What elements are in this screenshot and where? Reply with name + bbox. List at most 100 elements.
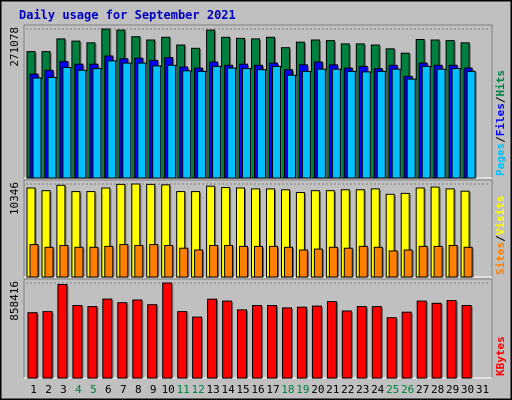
- bar-kbytes-day-4: [72, 305, 83, 379]
- bar-pages-day-1: [32, 77, 42, 179]
- bar-kbytes-day-29: [446, 300, 457, 379]
- day-label-16: 16: [251, 383, 264, 396]
- bar-pages-day-19: [301, 70, 311, 179]
- day-label-27: 27: [416, 383, 429, 396]
- day-label-3: 3: [60, 383, 67, 396]
- bar-sites-day-13: [209, 245, 219, 278]
- bar-pages-day-24: [376, 70, 386, 179]
- bar-sites-day-20: [313, 248, 323, 278]
- bar-sites-day-27: [418, 245, 428, 278]
- bar-sites-day-19: [298, 249, 308, 278]
- max-label-hits-files-pages: 271078: [8, 27, 21, 67]
- bar-kbytes-day-17: [267, 305, 277, 379]
- bar-kbytes-day-10: [162, 282, 173, 379]
- bar-pages-day-4: [77, 69, 87, 179]
- day-label-5: 5: [90, 383, 97, 396]
- day-label-1: 1: [30, 383, 37, 396]
- day-label-25: 25: [386, 383, 399, 396]
- bar-pages-day-5: [92, 68, 102, 179]
- bar-sites-day-5: [89, 246, 99, 278]
- side-label-visits: Visits: [494, 196, 507, 236]
- day-label-6: 6: [105, 383, 112, 396]
- bar-pages-day-9: [152, 65, 162, 179]
- day-label-11: 11: [177, 383, 190, 396]
- day-label-18: 18: [281, 383, 294, 396]
- bar-pages-day-20: [316, 68, 326, 179]
- bar-kbytes-day-20: [311, 305, 322, 379]
- bar-kbytes-day-21: [326, 301, 337, 379]
- bar-kbytes-day-24: [371, 306, 382, 379]
- bar-sites-day-25: [388, 250, 398, 278]
- bar-kbytes-day-12: [192, 316, 203, 379]
- day-label-24: 24: [371, 383, 385, 396]
- day-label-7: 7: [120, 383, 127, 396]
- day-label-17: 17: [266, 383, 279, 396]
- bar-pages-day-14: [227, 67, 237, 179]
- bar-sites-day-18: [284, 246, 293, 278]
- bar-sites-day-9: [149, 244, 159, 278]
- bar-sites-day-1: [29, 244, 39, 278]
- bar-pages-day-10: [167, 64, 177, 179]
- bar-sites-day-15: [239, 245, 248, 278]
- side-label-pages: Pages: [494, 143, 507, 176]
- bar-kbytes-day-25: [386, 317, 397, 379]
- bar-pages-day-11: [182, 70, 192, 179]
- day-label-2: 2: [45, 383, 52, 396]
- panel-kbytes: 858416 KBytes: [8, 278, 507, 379]
- side-label-separator: /: [494, 235, 507, 242]
- day-label-10: 10: [162, 383, 175, 396]
- bar-kbytes-day-18: [282, 307, 292, 379]
- bar-sites-day-10: [164, 245, 174, 278]
- side-label-separator: /: [494, 96, 507, 103]
- bar-pages-day-25: [391, 68, 401, 179]
- bar-kbytes-day-8: [132, 299, 143, 379]
- bar-kbytes-day-28: [431, 302, 442, 379]
- day-label-23: 23: [356, 383, 369, 396]
- bar-kbytes-day-14: [222, 300, 233, 379]
- bar-kbytes-day-22: [341, 310, 352, 379]
- bar-pages-day-22: [346, 70, 356, 179]
- bar-pages-day-6: [107, 60, 117, 179]
- bar-sites-day-14: [224, 245, 234, 278]
- day-label-12: 12: [191, 383, 204, 396]
- day-label-9: 9: [150, 383, 157, 396]
- day-label-26: 26: [401, 383, 414, 396]
- day-label-31: 31: [476, 383, 489, 396]
- bar-pages-day-29: [451, 68, 461, 179]
- bar-sites-day-30: [463, 246, 473, 278]
- chart-title: Daily usage for September 2021: [19, 8, 236, 22]
- bar-pages-day-8: [137, 62, 147, 179]
- bar-sites-day-11: [179, 247, 189, 278]
- bar-kbytes-day-16: [252, 305, 262, 379]
- bar-pages-day-23: [361, 71, 371, 179]
- chart-panels: 271078Pages/Files/Hits10346Sites/Visits8…: [8, 24, 507, 379]
- side-label-sites: Sites: [494, 242, 507, 275]
- bar-pages-day-7: [122, 62, 132, 179]
- bar-kbytes-day-7: [117, 302, 128, 379]
- max-label-kbytes: 858416: [8, 281, 21, 321]
- panel-visits-sites: 10346 Sites/Visits: [8, 179, 507, 278]
- bar-sites-day-8: [134, 245, 144, 278]
- bar-pages-day-30: [466, 70, 476, 179]
- bar-kbytes-day-1: [27, 312, 38, 379]
- day-label-20: 20: [311, 383, 324, 396]
- bar-pages-day-16: [257, 69, 266, 179]
- bar-sites-day-17: [269, 245, 278, 278]
- bar-kbytes-day-5: [87, 306, 98, 379]
- day-label-19: 19: [296, 383, 309, 396]
- bar-sites-day-6: [104, 245, 114, 278]
- bar-kbytes-day-6: [102, 298, 113, 379]
- bar-pages-day-3: [62, 67, 72, 179]
- bar-sites-day-16: [254, 245, 263, 278]
- bar-pages-day-21: [331, 68, 341, 179]
- bar-sites-day-4: [74, 246, 84, 278]
- bar-kbytes-day-2: [42, 311, 53, 379]
- bar-kbytes-day-3: [57, 284, 68, 379]
- bar-sites-day-21: [328, 246, 338, 278]
- bar-kbytes-day-30: [461, 305, 472, 379]
- bar-pages-day-13: [212, 65, 222, 179]
- bar-kbytes-day-9: [147, 304, 158, 379]
- bar-pages-day-27: [421, 65, 431, 179]
